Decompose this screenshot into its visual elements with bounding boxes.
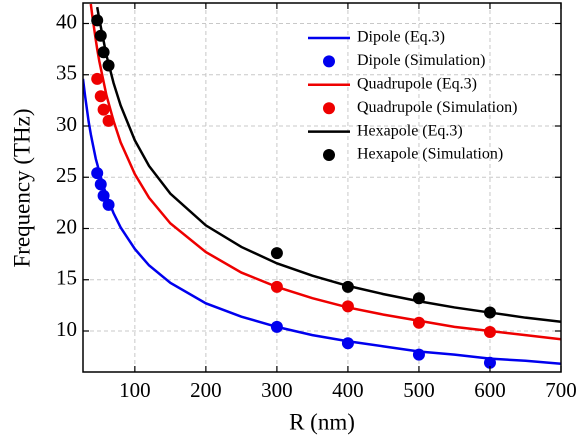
y-tick-label: 30 xyxy=(56,112,77,136)
point xyxy=(102,59,115,72)
y-tick-label: 25 xyxy=(56,163,77,187)
legend: Dipole (Eq.3) Dipole (Simulation) Quadrupo… xyxy=(308,29,517,163)
point xyxy=(483,326,496,339)
point xyxy=(91,14,104,27)
legend-label: Hexapole (Eq.3) xyxy=(357,122,463,139)
point xyxy=(412,348,425,361)
x-tick-label: 700 xyxy=(545,378,577,402)
point xyxy=(341,280,354,293)
point xyxy=(97,103,110,116)
point xyxy=(94,29,107,42)
point xyxy=(270,320,283,333)
legend-label: Quadrupole (Simulation) xyxy=(357,99,517,116)
x-tick-label: 200 xyxy=(190,378,222,402)
ticks: 100 200 300 400 500 600 700 10 15 20 25 30 35 40 xyxy=(56,3,577,402)
curve xyxy=(95,6,561,324)
point xyxy=(91,72,104,85)
x-tick-label: 100 xyxy=(119,378,151,402)
point xyxy=(94,90,107,103)
y-tick-label: 15 xyxy=(56,266,77,290)
legend-label: Hexapole (Simulation) xyxy=(357,146,503,163)
point xyxy=(483,356,496,369)
plot-area xyxy=(83,3,561,369)
legend-swatch xyxy=(323,149,335,161)
x-tick-label: 400 xyxy=(332,378,364,402)
axes-frame xyxy=(82,2,562,373)
point xyxy=(483,306,496,319)
point xyxy=(91,167,104,180)
point xyxy=(102,198,115,211)
x-tick-label: 500 xyxy=(403,378,435,402)
point xyxy=(94,178,107,191)
x-axis-label: R (nm) xyxy=(289,409,355,434)
point xyxy=(341,300,354,313)
x-tick-label: 600 xyxy=(474,378,506,402)
point xyxy=(412,316,425,329)
legend-label: Dipole (Eq.3) xyxy=(357,29,445,46)
y-axis-label: Frequency (THz) xyxy=(9,108,34,267)
point xyxy=(270,247,283,260)
curve xyxy=(89,3,561,341)
point xyxy=(270,280,283,293)
y-tick-label: 40 xyxy=(56,9,77,33)
point xyxy=(97,189,110,202)
y-tick-label: 35 xyxy=(56,61,77,85)
point xyxy=(341,337,354,350)
legend-label: Dipole (Simulation) xyxy=(357,52,485,69)
y-tick-label: 20 xyxy=(56,214,77,238)
y-tick-label: 10 xyxy=(56,317,77,341)
legend-swatch xyxy=(323,102,335,115)
x-tick-label: 300 xyxy=(261,378,293,402)
point xyxy=(102,114,115,127)
legend-swatch xyxy=(323,55,335,68)
point xyxy=(97,46,110,59)
point xyxy=(412,292,425,305)
legend-label: Quadrupole (Eq.3) xyxy=(357,75,477,92)
